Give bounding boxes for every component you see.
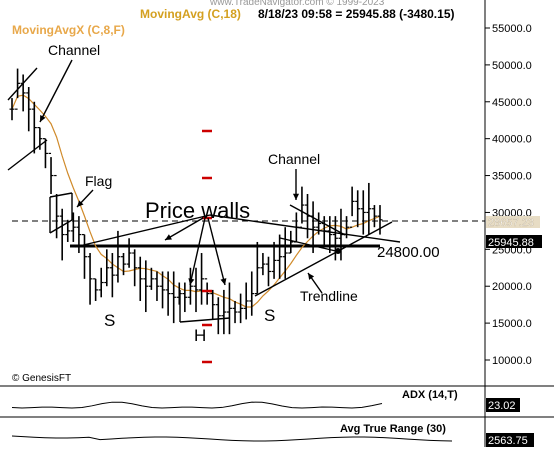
y-tick-label: 40000.0 [492,134,532,146]
annotation-arrow [189,217,206,286]
atr-title: Avg True Range (30) [340,423,446,435]
y-tick-label: 15000.0 [492,318,532,330]
atr-value-label: 2563.75 [488,435,528,447]
price-wall-line [209,214,401,243]
arrow-head [165,234,172,240]
watermark: www.TradeNavigator.com © 1999-2023 [209,0,385,8]
ma-value-label: 28657.23 [488,217,534,229]
shoulder-label: S [264,306,275,325]
trendline-label: Trendline [300,288,358,304]
indicator-label: MovingAvg (C,18) [140,7,241,21]
arrow-head [292,193,300,200]
annotation-arrow [207,217,226,286]
sub-indicator-label: MovingAvgX (C,8,F) [12,23,125,37]
atr-value-box [486,433,534,447]
shoulder-label: S [104,311,115,330]
adx-line [11,401,383,409]
y-axis: 55000.050000.045000.040000.035000.030000… [485,23,532,367]
y-tick-label: 10000.0 [492,355,532,367]
atr-panel [11,435,453,442]
arrow-head [188,278,195,285]
annotations: Channel Flag Price walls Channel 24800.00 Tre… [48,42,440,345]
price-walls-label: Price walls [145,198,250,223]
adx-panel [11,401,383,409]
pattern-drawings [7,59,401,323]
arrow-head [308,273,315,280]
flag-line [49,192,73,198]
y-tick-label: 55000.0 [492,23,532,35]
adx-title: ADX (14,T) [402,389,458,401]
level-marker-dot [335,248,341,254]
level-label: 24800.00 [377,244,440,261]
price-wall-line [74,214,211,248]
channel-label: Channel [268,151,320,167]
channel-line-upper [7,67,38,101]
arrow-head [77,200,84,207]
arrow-head [40,115,46,122]
channel-line-lower [279,237,341,253]
channel-line-lower [7,139,48,171]
source-label: © GenesisFT [12,373,71,384]
annotation-arrow [164,217,204,241]
price-bars [9,68,383,335]
guide-lines [12,220,485,248]
atr-line [11,435,453,442]
channel-label: Channel [48,42,100,58]
red-markers [202,129,212,364]
y-tick-label: 50000.0 [492,60,532,72]
adx-value-label: 23.02 [488,400,516,412]
flag-line [49,219,73,234]
arrow-head [220,278,227,285]
annotation-arrow [39,59,73,123]
flag-label: Flag [85,173,112,189]
neckline [179,317,231,323]
y-tick-label: 25000.0 [492,244,532,256]
ma-value-box [486,216,540,228]
quote-readout: 8/18/23 09:58 = 25945.88 (-3480.15) [258,7,455,21]
y-tick-label: 20000.0 [492,281,532,293]
channel-line-upper [289,204,346,236]
y-tick-label: 45000.0 [492,97,532,109]
trendline [254,221,393,297]
price-value-box [486,235,542,248]
adx-value-box [486,398,520,412]
y-tick-label: 35000.0 [492,171,532,183]
price-value-label: 25945.88 [488,237,534,249]
head-label: H [194,326,206,345]
